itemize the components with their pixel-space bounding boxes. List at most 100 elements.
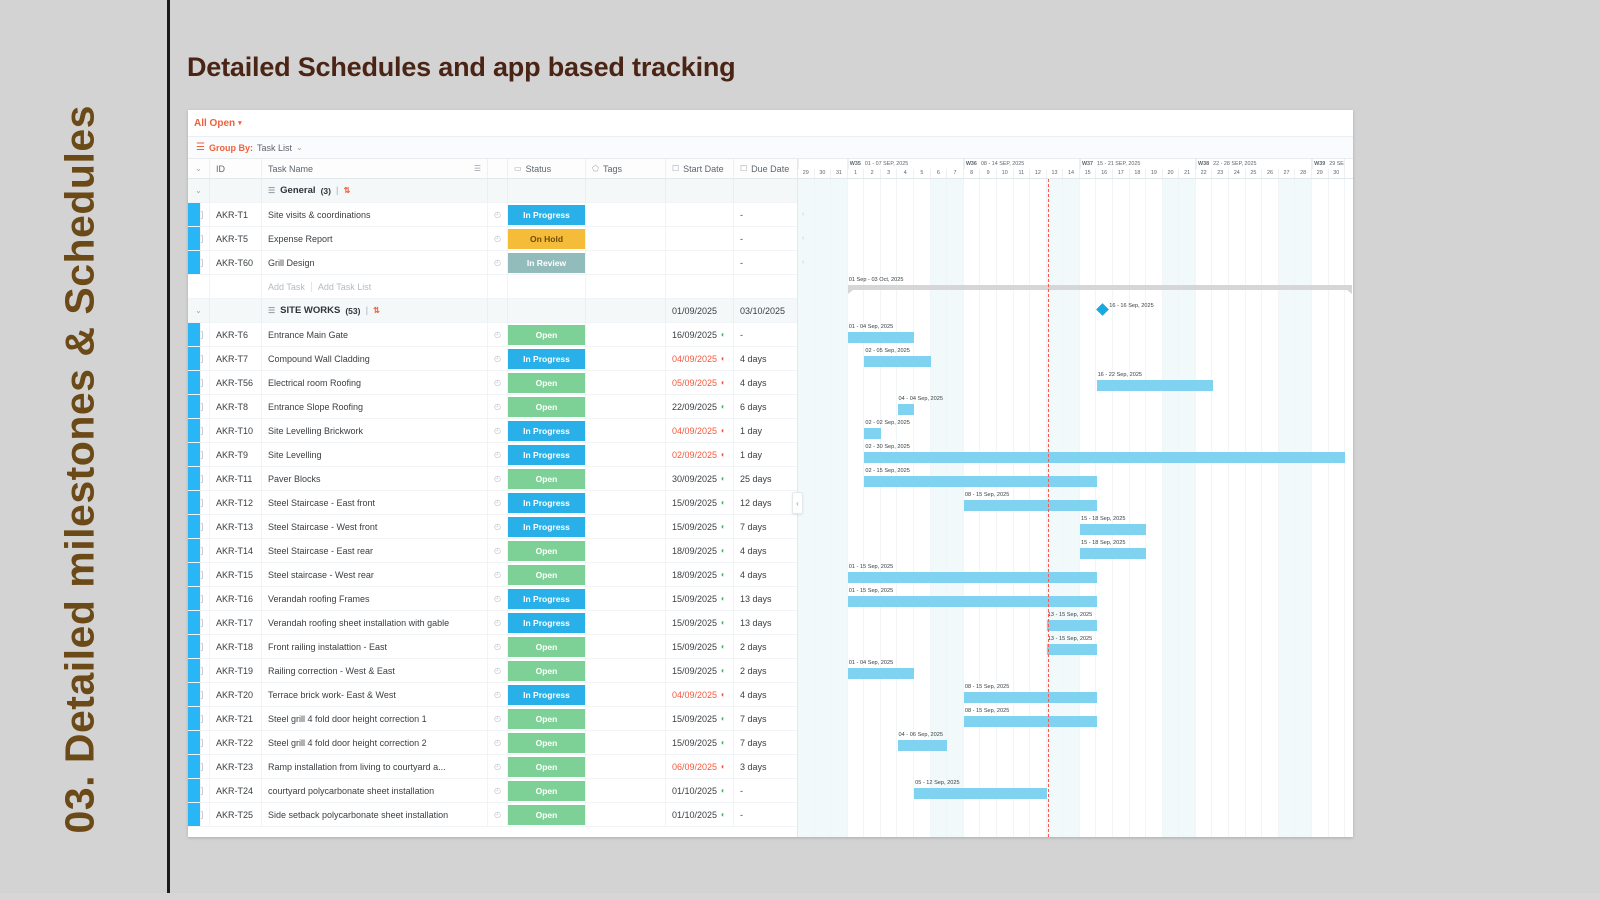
- table-row[interactable]: AKR-T8 Entrance Slope Roofing ◴ Open 22/09/2…: [188, 395, 797, 419]
- task-name-cell[interactable]: Paver Blocks: [262, 467, 488, 490]
- task-name-cell[interactable]: Ramp installation from living to courtya…: [262, 755, 488, 778]
- task-name-cell[interactable]: Steel Staircase - West front: [262, 515, 488, 538]
- table-row[interactable]: AKR-T13 Steel Staircase - West front ◴ In P…: [188, 515, 797, 539]
- timer-icon[interactable]: ◴: [488, 203, 508, 226]
- status-cell[interactable]: Open: [508, 371, 586, 394]
- timer-icon[interactable]: ◴: [488, 395, 508, 418]
- table-row[interactable]: AKR-T20 Terrace brick work- East & West ◴ I…: [188, 683, 797, 707]
- start-date-cell[interactable]: [666, 227, 734, 250]
- table-row[interactable]: AKR-T5 Expense Report ◴ On Hold -: [188, 227, 797, 251]
- tags-cell[interactable]: [586, 515, 666, 538]
- timer-icon[interactable]: ◴: [488, 803, 508, 826]
- tags-cell[interactable]: [586, 227, 666, 250]
- gantt-task-bar[interactable]: [897, 404, 915, 415]
- timer-icon[interactable]: ◴: [488, 419, 508, 442]
- gantt-row-collapse-icon[interactable]: ‹: [802, 235, 805, 242]
- task-name-cell[interactable]: Railing correction - West & East: [262, 659, 488, 682]
- due-date-cell[interactable]: 25 days: [734, 467, 797, 490]
- status-cell[interactable]: In Progress: [508, 347, 586, 370]
- status-cell[interactable]: Open: [508, 467, 586, 490]
- start-date-cell[interactable]: 15/09/2025 ◖: [666, 659, 734, 682]
- due-date-cell[interactable]: -: [734, 803, 797, 826]
- pane-collapse-button[interactable]: ‹: [792, 492, 803, 514]
- status-cell[interactable]: Open: [508, 659, 586, 682]
- task-name-cell[interactable]: Side setback polycarbonate sheet install…: [262, 803, 488, 826]
- task-name-cell[interactable]: Site Levelling: [262, 443, 488, 466]
- column-header-id[interactable]: ID: [210, 159, 262, 178]
- tags-cell[interactable]: [586, 659, 666, 682]
- task-group-row[interactable]: ⌄ ☰ General (3) | ⇅: [188, 179, 797, 203]
- timer-icon[interactable]: ◴: [488, 323, 508, 346]
- tags-cell[interactable]: [586, 563, 666, 586]
- task-name-cell[interactable]: Verandah roofing Frames: [262, 587, 488, 610]
- table-row[interactable]: AKR-T10 Site Levelling Brickwork ◴ In Progr…: [188, 419, 797, 443]
- group-by-value[interactable]: Task List: [256, 142, 292, 153]
- gantt-row-collapse-icon[interactable]: ‹: [802, 211, 805, 218]
- timer-icon[interactable]: ◴: [488, 371, 508, 394]
- tags-cell[interactable]: [586, 635, 666, 658]
- start-date-cell[interactable]: 04/09/2025 ◖: [666, 683, 734, 706]
- tags-cell[interactable]: [586, 587, 666, 610]
- due-date-cell[interactable]: 7 days: [734, 515, 797, 538]
- gantt-task-bar[interactable]: [864, 428, 881, 439]
- due-date-cell[interactable]: 1 day: [734, 419, 797, 442]
- status-cell[interactable]: Open: [508, 323, 586, 346]
- column-header-select[interactable]: ⌄: [188, 159, 210, 178]
- timer-icon[interactable]: ◴: [488, 491, 508, 514]
- timer-icon[interactable]: ◴: [488, 347, 508, 370]
- start-date-cell[interactable]: 01/10/2025 ◖: [666, 779, 734, 802]
- table-row[interactable]: AKR-T14 Steel Staircase - East rear ◴ Open 1…: [188, 539, 797, 563]
- task-name-cell[interactable]: Front railing instalattion - East: [262, 635, 488, 658]
- table-row[interactable]: AKR-T7 Compound Wall Cladding ◴ In Progress…: [188, 347, 797, 371]
- start-date-cell[interactable]: 02/09/2025 ◖: [666, 443, 734, 466]
- status-cell[interactable]: In Progress: [508, 419, 586, 442]
- status-cell[interactable]: Open: [508, 707, 586, 730]
- task-name-cell[interactable]: Steel Staircase - East front: [262, 491, 488, 514]
- start-date-cell[interactable]: 15/09/2025 ◖: [666, 731, 734, 754]
- start-date-cell[interactable]: [666, 203, 734, 226]
- start-date-cell[interactable]: [666, 251, 734, 274]
- table-row[interactable]: AKR-T19 Railing correction - West & East ◴…: [188, 659, 797, 683]
- due-date-cell[interactable]: -: [734, 227, 797, 250]
- tags-cell[interactable]: [586, 683, 666, 706]
- timer-icon[interactable]: ◴: [488, 467, 508, 490]
- gantt-task-bar[interactable]: [963, 500, 1097, 511]
- table-row[interactable]: AKR-T18 Front railing instalattion - East…: [188, 635, 797, 659]
- status-cell[interactable]: In Progress: [508, 515, 586, 538]
- table-row[interactable]: AKR-T12 Steel Staircase - East front ◴ In P…: [188, 491, 797, 515]
- task-name-cell[interactable]: Site Levelling Brickwork: [262, 419, 488, 442]
- table-row[interactable]: AKR-T24 courtyard polycarbonate sheet ins…: [188, 779, 797, 803]
- list-view-icon[interactable]: ☰: [473, 164, 481, 173]
- due-date-cell[interactable]: 2 days: [734, 635, 797, 658]
- due-date-cell[interactable]: 4 days: [734, 563, 797, 586]
- start-date-cell[interactable]: 18/09/2025 ◖: [666, 539, 734, 562]
- start-date-cell[interactable]: 18/09/2025 ◖: [666, 563, 734, 586]
- table-row[interactable]: AKR-T25 Side setback polycarbonate sheet …: [188, 803, 797, 827]
- tags-cell[interactable]: [586, 539, 666, 562]
- timer-icon[interactable]: ◴: [488, 563, 508, 586]
- task-name-cell[interactable]: Entrance Main Gate: [262, 323, 488, 346]
- due-date-cell[interactable]: 7 days: [734, 731, 797, 754]
- status-cell[interactable]: In Review: [508, 251, 586, 274]
- timer-icon[interactable]: ◴: [488, 683, 508, 706]
- task-name-cell[interactable]: Verandah roofing sheet installation with…: [262, 611, 488, 634]
- status-cell[interactable]: Open: [508, 731, 586, 754]
- timer-icon[interactable]: ◴: [488, 731, 508, 754]
- status-cell[interactable]: Open: [508, 803, 586, 826]
- timer-icon[interactable]: ◴: [488, 443, 508, 466]
- timer-icon[interactable]: ◴: [488, 755, 508, 778]
- task-name-cell[interactable]: Site visits & coordinations: [262, 203, 488, 226]
- start-date-cell[interactable]: 15/09/2025 ◖: [666, 587, 734, 610]
- gantt-summary-bar[interactable]: [847, 285, 1353, 294]
- due-date-cell[interactable]: 4 days: [734, 371, 797, 394]
- timer-icon[interactable]: ◴: [488, 707, 508, 730]
- table-row[interactable]: AKR-T15 Steel staircase - West rear ◴ Open 1…: [188, 563, 797, 587]
- task-name-cell[interactable]: Steel staircase - West rear: [262, 563, 488, 586]
- column-header-status[interactable]: ▭ Status: [508, 159, 586, 178]
- timer-icon[interactable]: ◴: [488, 515, 508, 538]
- timer-icon[interactable]: ◴: [488, 251, 508, 274]
- start-date-cell[interactable]: 15/09/2025 ◖: [666, 491, 734, 514]
- table-row[interactable]: AKR-T22 Steel grill 4 fold door height co…: [188, 731, 797, 755]
- due-date-cell[interactable]: 1 day: [734, 443, 797, 466]
- start-date-cell[interactable]: 04/09/2025 ◖: [666, 347, 734, 370]
